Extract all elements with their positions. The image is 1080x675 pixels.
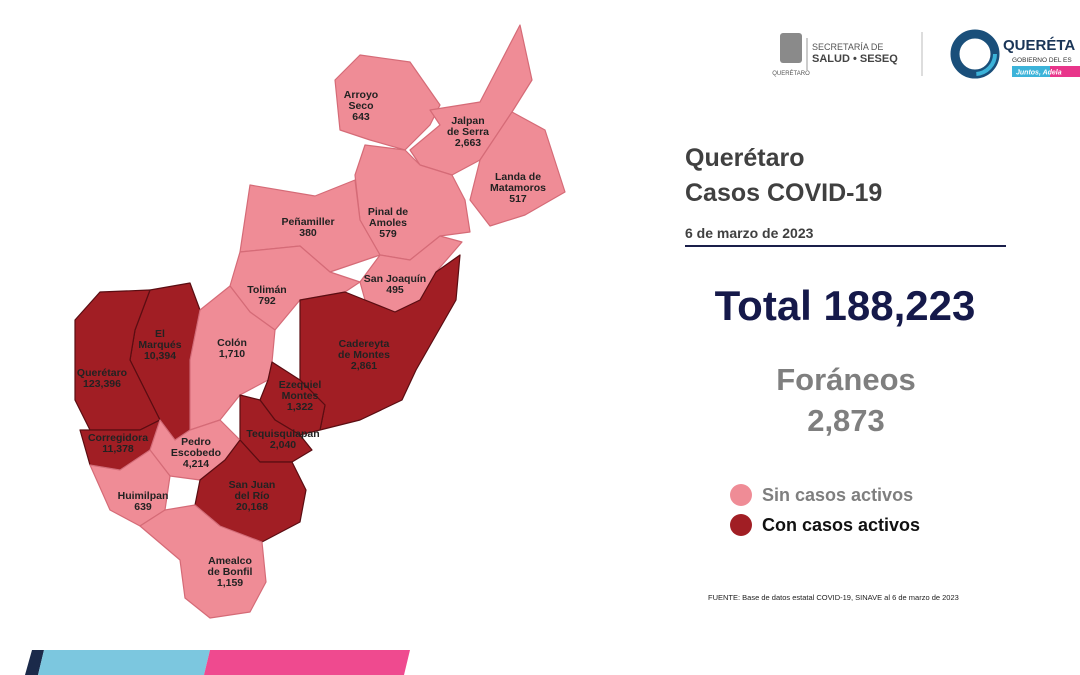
legend-label: Sin casos activos [762,485,913,505]
municipality-name: Peñamiller [281,216,334,228]
slogan-bg [1012,66,1080,77]
title-line: Querétaro [685,144,804,172]
municipality-cases: 1,710 [219,348,245,360]
municipality-cases: 2,040 [270,439,296,451]
gov-icon-accent [953,32,997,76]
municipality-cases: 643 [352,111,370,123]
municipality-cases: 11,378 [102,443,134,455]
municipality-name: Pedro [181,436,211,448]
secretaria-line: SALUD • SESEQ [812,53,898,65]
bottom-stripe [25,650,410,675]
municipality-name: de Serra [447,126,489,138]
total: Total 188,223 [715,282,976,329]
municipality-name: Pinal de [368,206,408,218]
municipality [74,289,161,431]
municipality-cases: 123,396 [83,378,121,390]
municipality-cases: 517 [509,193,527,205]
municipality-name: Cadereyta [339,338,390,350]
municipality-name: Ezequiel [279,379,322,391]
date: 6 de marzo de 2023 [685,225,814,241]
seseq-logo: QUERÉTARO SECRETARÍA DE SALUD • SESEQ [772,32,923,77]
gov-sub: GOBIERNO DEL ES [1012,57,1072,64]
municipality-name: Tequisquiapan [246,428,319,440]
municipality-name: Marqués [138,339,181,351]
seal-icon [780,33,802,63]
stripe-blue [38,650,210,675]
municipality-name: Querétaro [77,367,127,379]
municipality-cases: 639 [134,501,152,513]
legend-swatch [730,514,752,536]
municipality-name: Amealco [208,555,252,567]
municipality-name: del Río [234,490,269,502]
municipality-cases: 2,861 [351,360,377,372]
municipality-name: El [155,328,165,340]
municipality-name: de Bonfil [208,566,253,578]
municipality-name: Matamoros [490,182,546,194]
foraneos-value: 2,873 [807,403,885,438]
seal-caption: QUERÉTARO [772,70,810,77]
legend-label: Con casos activos [762,515,920,535]
legend: Sin casos activos Con casos activos [730,484,920,536]
municipality-name: de Montes [338,349,390,361]
municipality-name: San Juan [229,479,276,491]
municipality-name: Colón [217,337,247,349]
gov-name: QUERÉTA [1003,37,1075,54]
municipality-name: Huimilpan [118,490,169,502]
municipality-cases: 2,663 [455,137,481,149]
foraneos-label: Foráneos [776,362,916,397]
source: FUENTE: Base de datos estatal COVID-19, … [708,593,959,602]
municipality-name: Landa de [495,171,541,183]
municipality [334,54,441,151]
municipality-cases: 10,394 [144,350,176,362]
secretaria-line: SECRETARÍA DE [812,42,883,52]
municipality-name: Montes [282,390,319,402]
municipality-cases: 20,168 [236,501,268,513]
municipality [139,504,267,619]
municipality-cases: 495 [386,284,404,296]
gov-logo: QUERÉTA GOBIERNO DEL ES Juntos, Adela [950,29,1080,79]
slogan-bg [1050,66,1080,77]
municipality-name: Amoles [369,217,407,229]
municipality-cases: 1,159 [217,577,243,589]
legend-swatch [730,484,752,506]
stripe-pink [204,650,410,675]
municipality-name: Tolimán [247,284,286,296]
municipality-name: Arroyo [344,89,378,101]
municipality-name: Escobedo [171,447,221,459]
municipality-cases: 792 [258,295,276,307]
stripe-dark [25,650,44,675]
municipality-name: Seco [348,100,373,112]
municipality [469,111,566,227]
municipality-cases: 380 [299,227,317,239]
municipality-name: San Joaquín [364,273,426,285]
municipality-cases: 1,322 [287,401,313,413]
municipality [89,449,171,527]
municipality-name: Jalpan [451,115,484,127]
municipality-cases: 579 [379,228,397,240]
title-line: Casos COVID-19 [685,179,882,207]
municipality-cases: 4,214 [183,458,209,470]
municipality-name: Corregidora [88,432,148,444]
slogan: Juntos, Adela [1016,70,1062,77]
